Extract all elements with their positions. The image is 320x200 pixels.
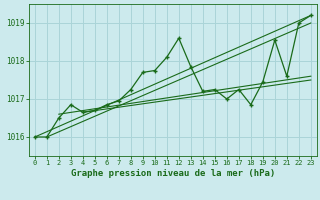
- X-axis label: Graphe pression niveau de la mer (hPa): Graphe pression niveau de la mer (hPa): [71, 169, 275, 178]
